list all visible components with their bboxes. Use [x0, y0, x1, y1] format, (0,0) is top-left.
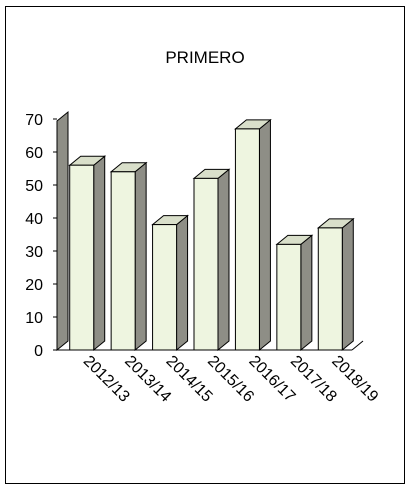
y-tick-label: 60	[25, 145, 43, 162]
bar-front	[193, 177, 219, 351]
bar-side	[176, 214, 189, 352]
bar-2018/19	[316, 217, 355, 352]
y-tick-label: 10	[25, 310, 43, 327]
y-tick-label: 70	[25, 112, 43, 129]
bar-side	[341, 217, 354, 352]
bar-front	[110, 171, 136, 351]
y-tick-label: 0	[34, 343, 43, 360]
bar-2015/16	[192, 168, 231, 352]
bar-side	[258, 118, 271, 352]
bar-front	[234, 128, 260, 351]
bar-side	[217, 168, 230, 352]
bar-front	[69, 164, 95, 351]
chart-title: PRIMERO	[165, 48, 244, 67]
y-tick-label: 20	[25, 277, 43, 294]
bar-2016/17	[234, 118, 272, 352]
bar-2012/13	[68, 155, 107, 352]
y-tick-label: 30	[25, 244, 43, 261]
side-wall	[56, 110, 69, 352]
y-axis: 0 10 20 30 40 50 60 70	[25, 112, 57, 360]
bar-front	[152, 224, 178, 351]
bar-2013/14	[109, 161, 148, 352]
bar-side	[300, 234, 313, 352]
y-tick-label: 50	[25, 178, 43, 195]
bar-side	[134, 161, 147, 352]
y-tick-label: 40	[25, 211, 43, 228]
back-wall	[56, 110, 364, 352]
bar-side	[93, 155, 106, 352]
bar-2017/18	[275, 234, 314, 352]
bars	[68, 118, 355, 352]
bar-front	[276, 243, 302, 351]
x-tick-label: 2018/19	[328, 353, 381, 406]
floor-edge	[351, 340, 364, 351]
x-axis-labels: 2012/132013/142014/152015/162016/172017/…	[80, 353, 382, 406]
bar-front	[317, 227, 343, 351]
bar-2014/15	[151, 214, 189, 352]
